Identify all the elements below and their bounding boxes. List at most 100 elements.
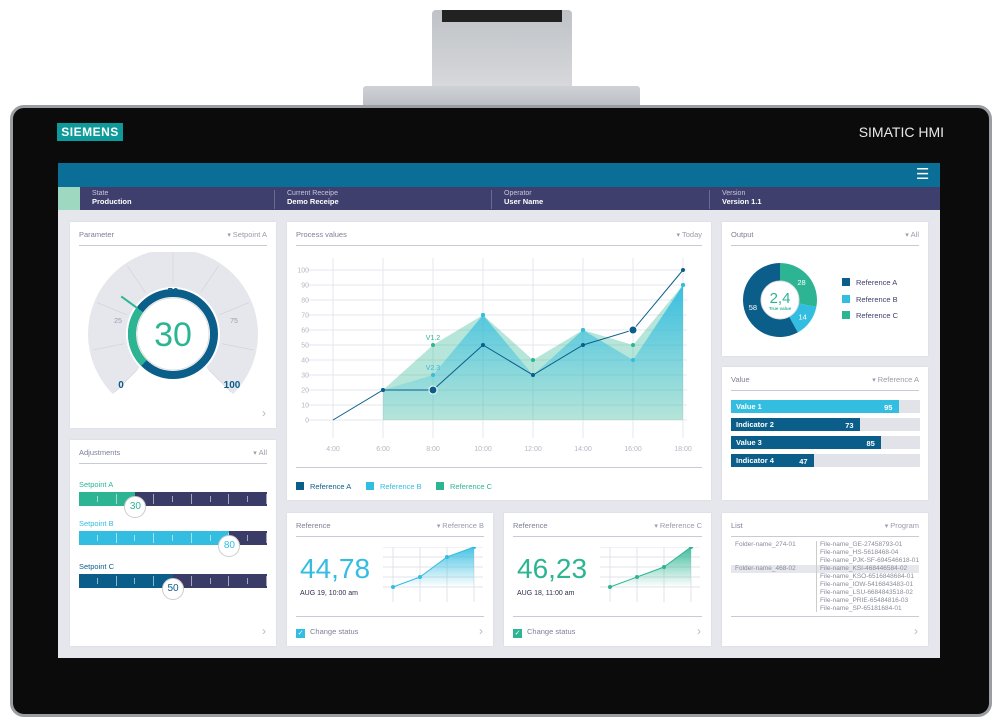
bar-fill [731,436,882,449]
file-item[interactable]: File-name_PJK-SF-694546618-01 [820,557,919,564]
setpoint-slider[interactable]: 30 [79,492,267,518]
slider-label: Setpoint A [79,480,114,489]
status-bar: State Production Current Receipe Demo Rece… [58,187,940,210]
slider-tick [209,578,211,584]
slider-tick [153,494,155,504]
y-tick-label: 70 [301,313,309,320]
legend-reference-c[interactable]: Reference C [436,482,492,491]
folder-item[interactable]: Folder-name_468-02 [735,565,796,572]
setpoint-slider[interactable]: 50 [79,574,267,600]
file-list: File-name_GE-27458793-01 File-name_HS-561… [820,541,919,613]
panel-header: Adjustments All [79,448,267,464]
gauge-scale-label: 50 [167,287,179,298]
y-tick-label: 30 [301,373,309,380]
file-item[interactable]: File-name_IOW-5416843483-01 [820,581,914,588]
panel-header: Reference Reference B [296,521,484,537]
chevron-right-icon[interactable]: › [479,624,483,638]
checkmark-icon: ✓ [513,629,522,638]
chevron-right-icon[interactable]: › [914,624,918,638]
file-item[interactable]: File-name_HS-5618468-04 [820,549,899,556]
point-annotation: V2.3 [426,365,441,372]
gauge-tick [97,302,127,316]
slider-tick [115,576,117,586]
change-status-checkbox[interactable]: ✓ Change status [513,627,575,638]
folder-item[interactable]: Folder-name_274-01 [735,541,796,548]
slider-tick [209,496,211,502]
legend-item: Reference B [842,295,898,304]
y-tick-label: 60 [301,328,309,335]
legend-item: Reference C [842,311,898,320]
slider-label: Setpoint C [79,562,115,571]
filter-dropdown[interactable]: Reference B [437,521,484,530]
siemens-logo: SIEMENS [57,123,123,141]
x-tick-label: 8:00 [426,446,440,453]
file-item[interactable]: File-name_KSI-468446584-02 [820,565,908,572]
x-tick-label: 16:00 [624,446,642,453]
bar-label: Indicator 2 [736,420,774,429]
slider-fill [79,492,136,506]
y-tick-label: 40 [301,358,309,365]
bar-label: Value 3 [736,438,762,447]
data-point [431,343,435,347]
y-tick-label: 90 [301,283,309,290]
gauge-scale-label: 100 [224,380,241,391]
legend-label: Reference A [856,278,898,287]
slider-tick [190,533,192,543]
donut-center-label: True value [769,306,792,311]
y-tick-label: 0 [305,418,309,425]
filter-dropdown[interactable]: Reference A [872,375,919,384]
slider-tick [115,533,117,543]
file-item[interactable]: File-name_GE-27458793-01 [820,541,903,548]
panel-header: Value Reference A [731,375,919,391]
value-bar: Indicator 4 47 [731,454,920,467]
data-point [635,575,639,579]
filter-dropdown[interactable]: Today [677,230,702,239]
state-indicator [58,187,80,210]
chevron-right-icon[interactable]: › [697,624,701,638]
line-reference-a [332,269,684,421]
gauge-tick [92,343,125,351]
data-point [581,343,585,347]
slider-fill [79,574,173,588]
legend-reference-b[interactable]: Reference B [366,482,422,491]
file-item[interactable]: File-name_PRIE-65484816-03 [820,597,909,604]
slider-knob[interactable]: 50 [162,578,184,600]
setpoint-slider[interactable]: 80 [79,531,267,557]
data-point [391,585,395,589]
slider-tick [96,578,98,584]
brand-label: SIMATIC HMI [858,124,944,140]
filter-dropdown[interactable]: All [905,230,919,239]
file-item[interactable]: File-name_LSU-6684843518-02 [820,589,913,596]
data-point [689,547,693,549]
hamburger-icon[interactable]: ☰ [916,166,930,183]
chevron-right-icon[interactable]: › [262,624,266,638]
filter-dropdown[interactable]: All [253,448,267,457]
filter-dropdown[interactable]: Reference C [654,521,702,530]
x-tick-label: 14:00 [574,446,592,453]
slider-tick [228,576,230,586]
slice-label: 28 [797,278,805,287]
panel-title: Reference [513,521,548,530]
panel-header: Output All [731,230,919,246]
filter-dropdown[interactable]: Setpoint A [227,230,267,239]
filter-dropdown[interactable]: Program [885,521,919,530]
slider-knob[interactable]: 30 [124,496,147,518]
chevron-right-icon[interactable]: › [262,406,266,420]
bar-label: Indicator 4 [736,456,774,465]
slider-tick [172,496,173,502]
gauge-tick [219,302,249,316]
y-tick-label: 10 [301,403,309,410]
change-status-checkbox[interactable]: ✓ Change status [296,627,358,638]
donut-slice [743,263,798,337]
reference-value: 44,78 [300,553,371,584]
legend-reference-a[interactable]: Reference A [296,482,351,491]
file-item[interactable]: File-name_KSO-6516848684-01 [820,573,914,580]
data-point [431,373,435,377]
gauge[interactable]: 30 0 25 50 75 100 [70,252,276,402]
file-item[interactable]: File-name_SP-65181684-01 [820,605,902,612]
hmi-screen: ☰ State Production Current Receipe Demo Re… [58,163,940,658]
slider-knob[interactable]: 80 [218,535,241,557]
panel-title: Process values [296,230,347,239]
bar-fill [731,400,900,413]
